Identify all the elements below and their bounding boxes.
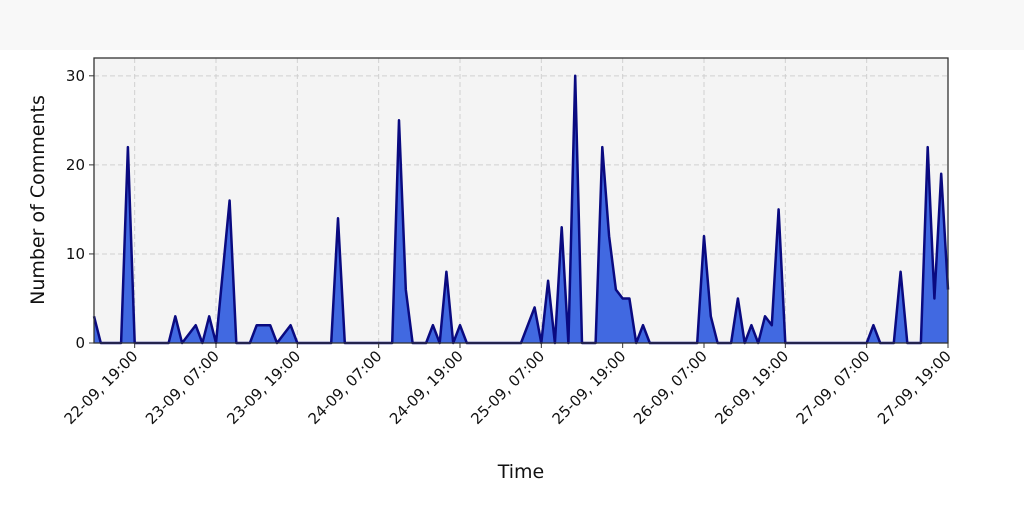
x-tick-label: 24-09, 19:00 [386,347,467,428]
plot-area [94,58,948,343]
x-tick-label: 25-09, 07:00 [467,347,548,428]
y-tick-label: 0 [75,334,85,352]
area-line [92,74,950,345]
x-tick-label: 26-09, 07:00 [630,347,711,428]
top-bar [0,0,1024,50]
y-tick-label: 10 [66,245,85,263]
y-tick-label: 30 [66,67,85,85]
y-tick-label: 20 [66,156,85,174]
x-tick-label: 27-09, 07:00 [793,347,874,428]
x-axis-label: Time [497,461,545,483]
plot-frame [93,57,949,344]
x-tick-label: 23-09, 07:00 [142,347,223,428]
x-tick-label: 23-09, 19:00 [223,347,304,428]
x-tick-label: 22-09, 19:00 [61,347,142,428]
x-tick-label: 26-09, 19:00 [711,347,792,428]
x-tick-label: 24-09, 07:00 [305,347,386,428]
y-axis-label: Number of Comments [27,95,49,305]
x-tick-label: 25-09, 19:00 [549,347,630,428]
x-tick-label: 27-09, 19:00 [874,347,955,428]
